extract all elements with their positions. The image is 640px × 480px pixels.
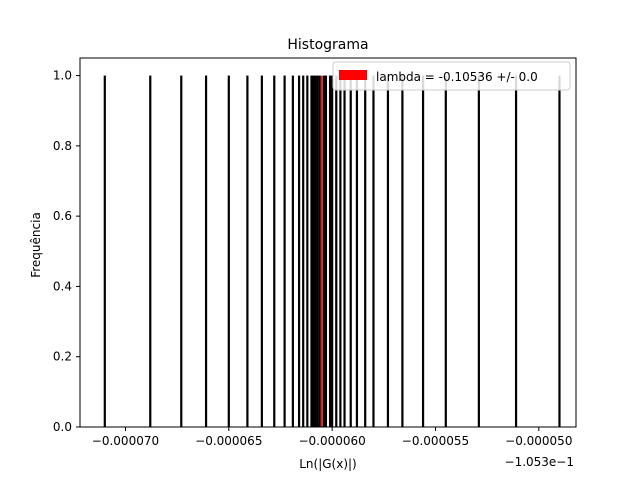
histogram-bar: [260, 75, 263, 428]
histogram-bar: [514, 75, 518, 428]
y-tick-label: 0.2: [53, 350, 72, 364]
histogram-bar: [444, 75, 447, 428]
x-tick-label: −0.000055: [402, 434, 469, 448]
histogram-bar: [297, 75, 301, 428]
histogram-bar: [312, 75, 315, 428]
histogram-bar: [273, 75, 276, 428]
histogram-bar: [302, 75, 305, 428]
y-axis-label: Frequência: [29, 212, 43, 278]
histogram-bar: [283, 75, 286, 428]
histogram-bar: [246, 75, 249, 428]
histogram-bar: [401, 75, 404, 428]
histogram-bar: [324, 75, 328, 428]
y-ticks-group: 0.0 0.2 0.4 0.6 0.8 1.0: [53, 69, 80, 434]
histogram-bar: [180, 75, 183, 428]
histogram-bar: [421, 75, 425, 428]
legend-swatch: [339, 70, 367, 80]
y-tick-label: 0.0: [53, 420, 72, 434]
histogram-bar: [328, 75, 332, 428]
histogram-bar: [331, 75, 334, 428]
x-axis-label: Ln(|G(x)|): [299, 457, 357, 471]
legend-label: lambda = -0.10536 +/- 0.0: [376, 70, 538, 84]
x-tick-label: −0.000050: [505, 434, 572, 448]
histogram-bar: [103, 75, 106, 428]
chart-title: Histograma: [287, 37, 368, 53]
histogram-bar: [339, 75, 342, 428]
histogram-bar: [227, 75, 230, 428]
y-tick-label: 0.6: [53, 209, 72, 223]
histogram-bar: [343, 75, 346, 428]
bars-group: [103, 75, 561, 428]
x-ticks-group: −0.000070 −0.000065 −0.000060 −0.000055 −0.0…: [92, 427, 572, 448]
y-tick-label: 0.8: [53, 139, 72, 153]
y-tick-label: 0.4: [53, 279, 72, 293]
histogram-bar: [204, 75, 208, 428]
histogram-bar: [386, 75, 390, 428]
plot-frame: [79, 57, 577, 428]
histogram-bar: [306, 75, 309, 428]
histogram-bar: [372, 75, 375, 428]
histogram-bar: [477, 75, 480, 428]
histogram-bar: [355, 75, 359, 428]
legend: lambda = -0.10536 +/- 0.0: [332, 61, 571, 91]
histogram-bar: [364, 75, 367, 428]
x-tick-label: −0.000065: [195, 434, 262, 448]
histogram-bar: [316, 75, 319, 428]
histogram-bar: [314, 75, 317, 428]
x-axis-offset-label: −1.053e−1: [505, 455, 574, 469]
histogram-bar: [335, 75, 338, 428]
histogram-bar: [310, 75, 313, 428]
histogram-bar: [322, 75, 325, 428]
histogram-bar: [349, 75, 352, 428]
histogram-bar: [318, 75, 321, 428]
histogram-bar: [291, 75, 294, 428]
x-tick-label: −0.000070: [92, 434, 159, 448]
histogram-bar: [558, 75, 561, 428]
x-tick-label: −0.000060: [298, 434, 365, 448]
histogram-bar: [149, 75, 152, 428]
y-tick-label: 1.0: [53, 69, 72, 83]
legend-box: [332, 61, 571, 91]
